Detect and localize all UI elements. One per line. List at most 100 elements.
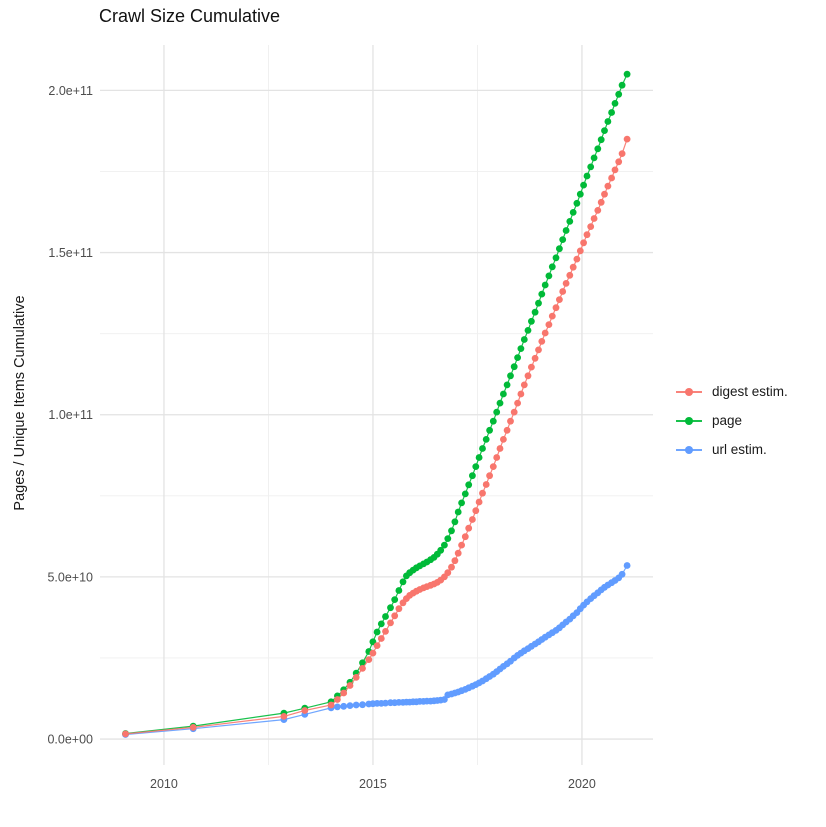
y-tick-label: 1.5e+11 [48,246,93,260]
legend: digest estim. page url estim. [676,377,788,464]
data-point [189,724,197,731]
data-point [580,239,587,247]
legend-item-digest-estim: digest estim. [676,377,788,406]
data-point [604,118,612,125]
data-point [562,280,570,287]
data-point [465,481,473,489]
data-point [387,604,394,612]
data-point [448,563,455,571]
data-point [373,628,381,636]
data-point [531,354,539,362]
data-point [566,218,574,225]
y-tick-label: 5.0e+10 [47,570,93,584]
data-point [615,158,623,166]
data-point [538,338,546,345]
y-axis-title: Pages / Unique Items Cumulative [12,295,28,511]
data-point [352,701,360,709]
data-point [280,713,288,720]
legend-key-icon [676,385,702,399]
data-point [461,490,469,498]
data-point [479,445,486,452]
data-point [583,172,591,180]
data-point [590,215,598,222]
data-point [569,209,577,216]
data-point [500,436,507,443]
legend-item-url-estim: url estim. [676,435,788,464]
legend-label: url estim. [712,442,767,457]
data-point [580,181,587,189]
data-point [482,436,490,443]
data-point [469,472,476,480]
series-url-estim- [122,562,631,738]
data-point [623,135,631,143]
data-point [377,620,385,628]
data-point [594,207,602,214]
data-point [514,399,521,407]
data-point [327,701,335,709]
data-point [493,454,501,461]
chart-title: Crawl Size Cumulative [99,6,281,26]
data-point [608,174,615,182]
data-point [545,321,553,328]
data-point [548,263,556,271]
data-point [507,372,514,380]
data-point [510,408,518,416]
y-tick-label: 1.0e+11 [48,408,93,422]
data-point [377,635,385,642]
data-point [382,699,389,707]
data-point [346,682,354,689]
data-point [535,346,542,354]
y-tick-label: 2.0e+11 [48,84,93,98]
data-point [489,417,497,425]
data-point [524,327,532,334]
data-point [122,730,129,738]
data-point [472,463,480,470]
data-point [346,702,354,709]
data-point [469,516,476,523]
data-point [559,236,567,244]
data-point [611,100,619,107]
data-point [458,499,465,507]
data-point [340,702,348,710]
series-page [122,70,631,737]
y-tick-label: 0.0e+00 [47,733,93,747]
x-tick-label: 2020 [568,777,596,791]
data-point [359,701,366,709]
data-point [576,190,584,198]
data-point [608,109,615,116]
legend-key-icon [676,443,702,457]
data-point [552,304,560,312]
data-point [507,417,514,425]
data-point [475,498,483,506]
data-point [454,549,462,557]
data-point [373,642,381,649]
data-point [489,463,497,470]
data-point [472,507,480,515]
data-point [556,296,563,303]
data-point [482,481,490,488]
data-point [437,546,445,554]
data-point [623,562,631,569]
data-point [623,70,631,78]
legend-key-icon [676,414,702,428]
data-point [535,299,542,307]
data-point [510,363,518,371]
data-point [594,145,602,153]
data-point [493,408,501,416]
data-point [517,390,525,398]
data-point [454,508,462,516]
data-point [444,569,452,577]
data-point [566,271,574,279]
data-point [541,281,549,289]
data-point [559,288,567,295]
data-point [520,336,528,343]
data-point [531,308,539,316]
data-point [448,527,455,535]
data-point [387,619,394,627]
data-point [395,605,403,613]
data-point [615,90,623,98]
data-point [569,263,577,271]
x-tick-label: 2010 [150,777,178,791]
data-point [496,445,504,452]
